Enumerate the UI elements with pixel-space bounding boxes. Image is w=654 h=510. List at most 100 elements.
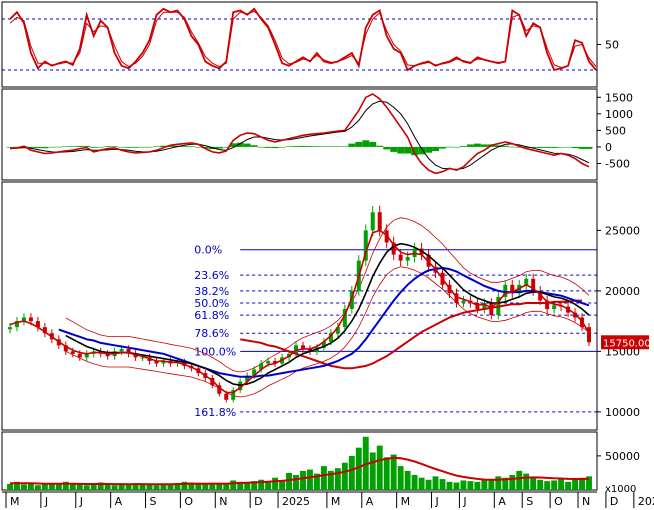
- volume-bar: [348, 455, 355, 490]
- volume-panel: 50000 x1000: [1, 431, 640, 495]
- candle-body: [461, 300, 466, 303]
- macd-histogram-bar: [334, 146, 342, 148]
- volume-bar: [237, 481, 244, 490]
- macd-histogram-bar: [132, 146, 140, 148]
- macd-histogram-bar: [180, 146, 188, 147]
- fib-label-0.0%: 0.0%: [194, 244, 222, 257]
- candle-body: [140, 357, 145, 359]
- macd-histogram-bar: [446, 146, 453, 148]
- macd-histogram-bar: [550, 146, 558, 148]
- fib-label-23.6%: 23.6%: [194, 269, 229, 282]
- macd-tick-2: 500: [605, 124, 626, 137]
- band-upper: [65, 217, 590, 373]
- macd-histogram-bar: [299, 145, 307, 147]
- candle-body: [245, 375, 250, 382]
- candle-body: [342, 309, 347, 328]
- volume-bar: [432, 476, 439, 490]
- volume-bar: [118, 483, 125, 490]
- ma-fast: [9, 229, 590, 394]
- candle-body: [538, 290, 543, 301]
- macd-histogram-bar: [327, 146, 335, 148]
- volume-bar: [439, 479, 446, 490]
- volume-bar: [369, 452, 376, 490]
- macd-panel: 1500 1000 500 0 -500: [1, 88, 633, 181]
- volume-bar: [202, 484, 209, 490]
- candle-body: [377, 212, 382, 231]
- macd-histogram-bar: [27, 146, 35, 148]
- candle-body: [105, 353, 110, 357]
- macd-histogram-bar: [459, 146, 467, 147]
- macd-histogram-bar: [390, 146, 398, 152]
- candle-body: [552, 305, 557, 310]
- candle-body: [63, 345, 68, 352]
- volume-ma-line: [10, 456, 590, 486]
- volume-bar: [516, 470, 523, 490]
- volume-bar: [223, 484, 230, 490]
- volume-bar: [481, 479, 488, 490]
- volume-bar: [251, 481, 258, 490]
- volume-bar: [188, 482, 195, 490]
- last-price-label: 15750.00: [603, 338, 651, 349]
- candle-body: [210, 377, 215, 386]
- volume-bar: [572, 479, 578, 490]
- macd-histogram-bar: [229, 143, 237, 147]
- volume-bar: [293, 474, 299, 490]
- candle-body: [84, 353, 89, 358]
- macd-histogram-bar: [432, 146, 439, 152]
- volume-bar: [7, 483, 13, 490]
- volume-bar: [376, 445, 383, 490]
- macd-histogram-bar: [543, 146, 551, 148]
- candle-body: [259, 363, 264, 370]
- candle-body: [8, 327, 12, 330]
- fib-label-161.8%: 161.8%: [194, 406, 236, 419]
- volume-bar: [320, 466, 327, 490]
- volume-bar: [327, 470, 334, 490]
- macd-histogram-bar: [118, 146, 126, 148]
- month-label-14: A: [498, 495, 506, 508]
- volume-unit-label: x1000: [605, 484, 636, 495]
- volume-bar: [341, 462, 348, 490]
- macd-histogram-bar: [362, 140, 370, 147]
- macd-histogram-bar: [473, 143, 481, 147]
- candle-body: [273, 361, 278, 364]
- volume-bar: [446, 481, 453, 490]
- candle-body: [321, 341, 326, 348]
- macd-tick-0: 1500: [605, 91, 633, 104]
- last-price-box: [601, 335, 649, 350]
- volume-bar: [125, 484, 132, 490]
- macd-histogram-bar: [564, 146, 572, 148]
- month-label-8: 2025: [282, 495, 310, 508]
- volume-bar: [579, 477, 585, 490]
- macd-histogram-bar: [529, 146, 537, 148]
- volume-bar: [265, 481, 272, 490]
- price-panel-frame: [1, 181, 598, 431]
- candle-body: [161, 361, 166, 364]
- candle-body: [370, 212, 375, 231]
- candle-body: [587, 327, 591, 343]
- volume-bar: [397, 466, 404, 490]
- volume-bar: [244, 482, 251, 490]
- macd-line: [9, 93, 590, 175]
- oscillator-panel: 50: [1, 1, 619, 88]
- volume-bar: [181, 481, 188, 490]
- macd-histogram-bar: [125, 146, 133, 148]
- volume-bar: [230, 480, 237, 490]
- volume-bar: [216, 483, 223, 490]
- month-label-6: N: [219, 495, 227, 508]
- volume-bar: [286, 472, 292, 490]
- month-label-12: J: [435, 495, 439, 508]
- macd-histogram-bar: [187, 146, 195, 147]
- oscillator-panel-frame: [1, 1, 598, 88]
- macd-histogram-bar: [501, 145, 509, 147]
- price-tick-0: 25000: [605, 224, 640, 237]
- macd-histogram-bar: [536, 146, 544, 148]
- macd-histogram-bar: [522, 146, 530, 148]
- volume-bar: [453, 482, 460, 490]
- fib-label-78.6%: 78.6%: [194, 327, 229, 340]
- price-tick-3: 10000: [605, 406, 640, 419]
- volume-bar: [300, 470, 306, 490]
- volume-bar: [488, 479, 495, 490]
- volume-bar: [404, 470, 411, 490]
